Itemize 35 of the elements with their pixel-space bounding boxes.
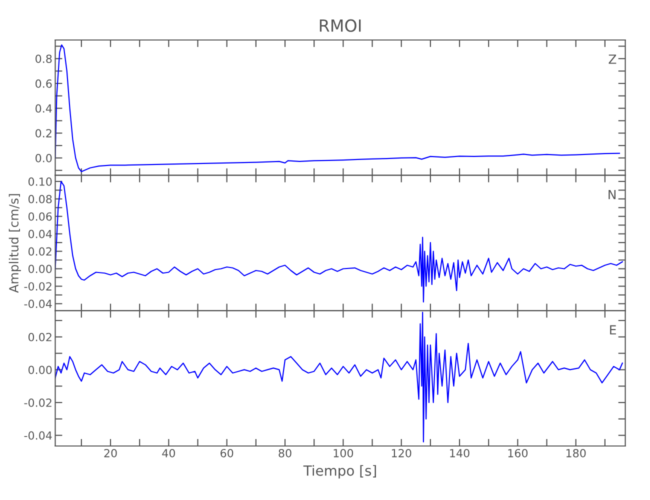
- x-tick-label: 120: [392, 448, 412, 458]
- chart-title: RMOI: [320, 19, 361, 32]
- y-tick-label: 0.8: [36, 54, 52, 64]
- y-tick-label: 0.08: [28, 194, 52, 204]
- x-tick-label: 160: [508, 448, 528, 458]
- x-axis-title: Tiempo [s]: [303, 465, 376, 479]
- x-tick-label: 80: [278, 448, 292, 458]
- annotation: N: [608, 190, 616, 200]
- y-tick-label: 0.04: [28, 230, 52, 238]
- x-tick-label: 60: [220, 448, 234, 458]
- annotation: Z: [608, 54, 616, 64]
- y-tick-label: 0.02: [28, 332, 52, 342]
- y-tick-label: -0.04: [24, 300, 52, 308]
- y-tick-label: 0.2: [36, 129, 52, 138]
- y-tick-label: -0.02: [24, 398, 52, 407]
- y-axis-title: Amplitud [cm/s]: [8, 194, 21, 293]
- y-tick-label: 0.00: [28, 264, 52, 274]
- y-tick-label: 0.0: [36, 154, 52, 162]
- y-tick-label: 0.00: [28, 366, 52, 374]
- line-series: [55, 180, 623, 302]
- x-tick-label: 100: [334, 448, 354, 458]
- x-tick-label: 20: [104, 448, 117, 458]
- y-tick-label: 0.10: [28, 177, 52, 186]
- line-series: [55, 312, 623, 442]
- y-tick-label: 0.06: [28, 212, 52, 221]
- x-tick-label: 140: [450, 448, 470, 458]
- x-tick-label: 180: [566, 448, 586, 458]
- y-tick-label: 0.6: [36, 79, 52, 88]
- x-tick-label: 40: [162, 448, 176, 458]
- y-tick-label: 0.4: [36, 104, 52, 113]
- annotation: E: [610, 325, 616, 334]
- y-tick-label: -0.02: [24, 282, 52, 291]
- y-tick-label: 0.02: [28, 247, 52, 256]
- line-series: [55, 44, 620, 172]
- y-tick-label: -0.04: [24, 431, 52, 440]
